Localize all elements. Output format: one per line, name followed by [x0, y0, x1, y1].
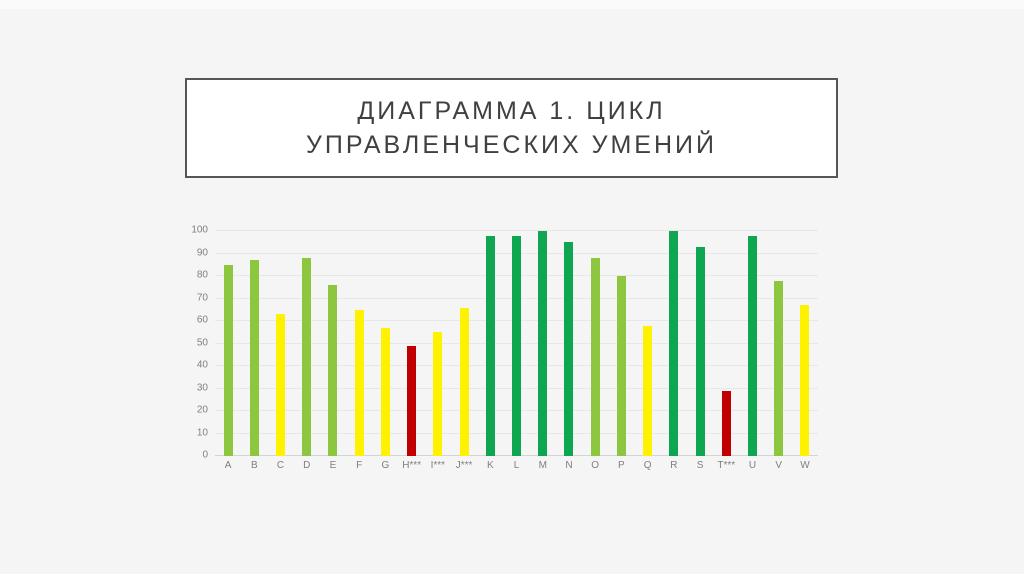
- bar-slot: [241, 231, 267, 456]
- x-axis-label: A: [224, 460, 232, 471]
- bar-T: [721, 390, 731, 456]
- x-axis-label: I***: [430, 460, 446, 471]
- y-tick-label: 40: [196, 359, 208, 371]
- bar-slot: [766, 231, 792, 456]
- bar-slot: [294, 231, 320, 456]
- bar-M: [538, 231, 548, 456]
- bar-G: [380, 327, 390, 456]
- slide-title-box: ДИАГРАММА 1. ЦИКЛ УПРАВЛЕНЧЕСКИХ УМЕНИЙ: [185, 78, 838, 178]
- x-axis-label: T***: [717, 460, 736, 471]
- bar-N: [564, 242, 574, 456]
- x-axis-label: M: [538, 460, 547, 471]
- y-tick-label: 90: [196, 247, 208, 258]
- bar-Q: [643, 325, 653, 456]
- x-axis-label: V: [775, 460, 783, 471]
- bar-slot: [687, 231, 713, 456]
- bar-slot: [635, 231, 661, 456]
- bar-slot: [346, 231, 372, 456]
- x-axis-label: U: [748, 460, 757, 471]
- x-axis-label: D: [303, 460, 311, 471]
- bar-slot: [503, 231, 529, 456]
- slide-title-line-1: ДИАГРАММА 1. ЦИКЛ: [357, 97, 666, 125]
- x-axis-label: C: [276, 460, 285, 471]
- bar-D: [302, 258, 312, 456]
- bar-slot: [713, 231, 739, 456]
- x-axis-label: N: [565, 460, 573, 471]
- y-tick-label: 60: [196, 314, 208, 326]
- x-axis-label: P: [618, 460, 625, 471]
- y-tick-label: 50: [196, 337, 208, 348]
- x-axis-label: H***: [402, 460, 422, 471]
- bar-P: [616, 276, 626, 456]
- x-axis-label: O: [591, 460, 600, 471]
- bar-V: [774, 280, 784, 456]
- slide-title-line-2: УПРАВЛЕНЧЕСКИХ УМЕНИЙ: [306, 131, 717, 159]
- x-axis-label: K: [486, 460, 494, 471]
- bar-C: [276, 314, 286, 456]
- bar-slot: [530, 231, 556, 456]
- bar-J: [459, 307, 469, 456]
- x-axis-label: Q: [643, 460, 652, 471]
- x-axis-label: L: [513, 460, 520, 471]
- bar-K: [485, 235, 495, 456]
- bar-B: [249, 260, 259, 456]
- bar-F: [354, 309, 364, 456]
- bar-slot: [372, 231, 398, 456]
- x-axis-label: R: [670, 460, 678, 471]
- bar-slot: [556, 231, 582, 456]
- chart-plot-area: 0 10 20 30 40 50 60 70 80 90 100: [191, 225, 818, 461]
- bar-slot: [451, 231, 477, 456]
- bar-slot: [399, 231, 425, 456]
- bar-slot: [425, 231, 451, 456]
- bar-L: [512, 235, 522, 456]
- bar-slot: [792, 231, 818, 456]
- bar-S: [695, 246, 705, 456]
- bars-container: [215, 231, 818, 456]
- y-tick-label: 0: [202, 449, 208, 461]
- bar-H: [407, 345, 417, 456]
- bar-R: [669, 231, 679, 456]
- x-axis-label: F: [356, 460, 363, 471]
- bar-slot: [661, 231, 687, 456]
- x-axis-label: J***: [455, 460, 473, 471]
- x-axis-label: E: [329, 460, 337, 471]
- bar-slot: [320, 231, 346, 456]
- bar-A: [223, 264, 233, 456]
- bar-chart: 0 10 20 30 40 50 60 70 80 90 100 A B C D E F G H*** I*** J*…: [191, 225, 818, 471]
- x-axis-label: S: [696, 460, 704, 471]
- bar-E: [328, 285, 338, 456]
- x-axis-label: B: [250, 460, 258, 471]
- y-tick-label: 10: [196, 427, 208, 438]
- bar-slot: [608, 231, 634, 456]
- y-tick-label: 70: [196, 292, 208, 303]
- bar-slot: [477, 231, 503, 456]
- bar-slot: [215, 231, 241, 456]
- bar-I: [433, 332, 443, 456]
- y-tick-label: 100: [191, 224, 208, 236]
- bar-W: [800, 305, 810, 456]
- gridline: 100: [191, 225, 818, 236]
- bar-slot: [739, 231, 765, 456]
- x-axis-label: W: [800, 460, 810, 471]
- bar-U: [747, 235, 757, 456]
- bar-slot: [582, 231, 608, 456]
- y-tick-label: 30: [196, 382, 208, 393]
- y-tick-label: 20: [196, 404, 208, 416]
- bar-O: [590, 258, 600, 456]
- top-strip: [0, 0, 1024, 9]
- x-axis-labels: A B C D E F G H*** I*** J*** K L M N O P Q R S T*** U V W: [215, 460, 818, 471]
- x-axis-label: G: [381, 460, 390, 471]
- bar-slot: [267, 231, 293, 456]
- y-tick-label: 80: [196, 269, 208, 281]
